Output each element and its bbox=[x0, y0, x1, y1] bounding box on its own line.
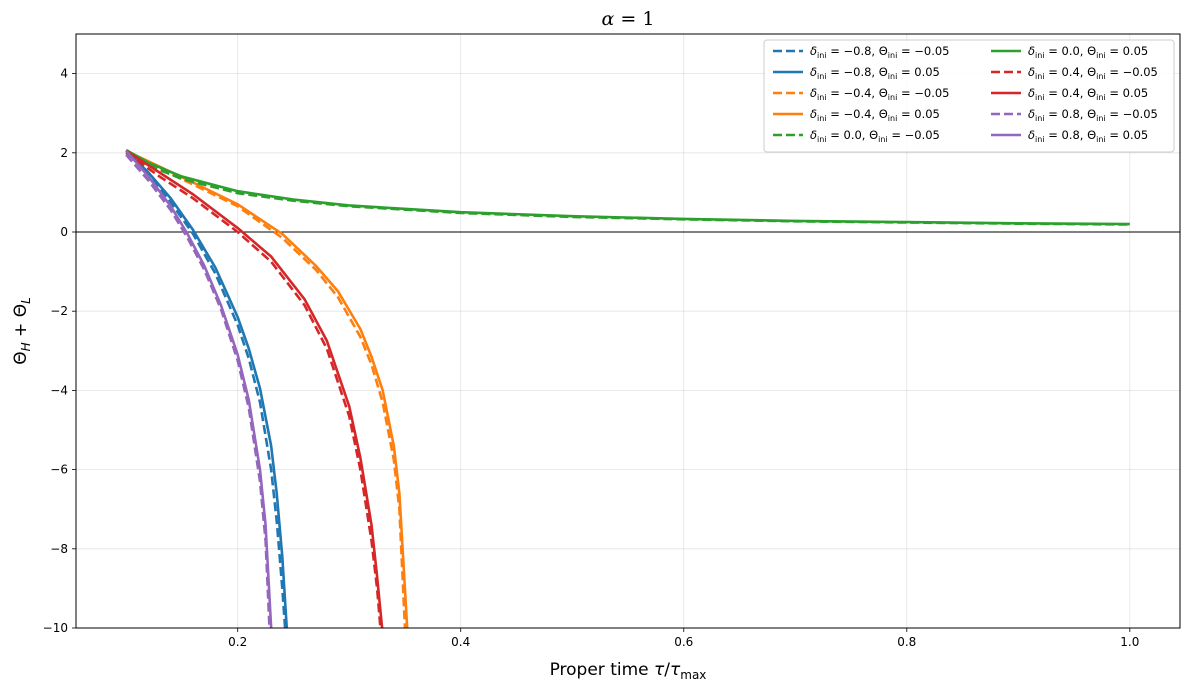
x-tick-label: 0.2 bbox=[228, 635, 247, 649]
series-line-10 bbox=[125, 149, 273, 628]
y-axis: −10 −8 −6 −4 −2 0 2 4 bbox=[43, 67, 76, 635]
series-line-7 bbox=[125, 151, 382, 628]
x-axis: 0.2 0.4 0.6 0.8 1.0 bbox=[228, 628, 1139, 649]
series-line-8 bbox=[125, 149, 384, 628]
y-tick-label: −6 bbox=[50, 463, 68, 477]
legend-label-4: δini = −0.4, Θini = 0.05 bbox=[810, 107, 940, 123]
y-tick-label: −8 bbox=[50, 542, 68, 556]
legend-label-3: δini = −0.4, Θini = −0.05 bbox=[810, 86, 950, 102]
series-line-3 bbox=[125, 149, 407, 628]
legend-label-8: δini = 0.4, Θini = 0.05 bbox=[1028, 86, 1148, 102]
y-tick-label: 2 bbox=[60, 146, 68, 160]
legend-label-10: δini = 0.8, Θini = 0.05 bbox=[1028, 128, 1148, 144]
x-axis-title: Proper time τ/τmax bbox=[550, 660, 707, 682]
y-tick-label: −4 bbox=[50, 383, 68, 397]
legend-label-9: δini = 0.8, Θini = −0.05 bbox=[1028, 107, 1158, 123]
x-tick-label: 1.0 bbox=[1120, 635, 1139, 649]
legend: δini = −0.8, Θini = −0.05 δini = −0.8, Θi… bbox=[763, 39, 1175, 153]
legend-box bbox=[763, 39, 1175, 153]
x-tick-label: 0.8 bbox=[897, 635, 916, 649]
series-layer bbox=[125, 148, 1130, 628]
y-tick-label: 4 bbox=[60, 67, 68, 81]
plot-frame bbox=[75, 33, 1181, 629]
legend-label-1: δini = −0.8, Θini = −0.05 bbox=[810, 44, 950, 60]
x-tick-label: 0.4 bbox=[451, 635, 470, 649]
legend-label-5: δini = 0.0, Θini = −0.05 bbox=[810, 128, 940, 144]
y-tick-label: −10 bbox=[43, 621, 68, 635]
y-tick-label: 0 bbox=[60, 225, 68, 239]
series-line-1 bbox=[125, 149, 287, 628]
legend-label-7: δini = 0.4, Θini = −0.05 bbox=[1028, 65, 1158, 81]
legend-label-6: δini = 0.0, Θini = 0.05 bbox=[1028, 44, 1148, 60]
series-line-6 bbox=[125, 148, 1130, 226]
series-line-2 bbox=[125, 149, 289, 628]
legend-label-2: δini = −0.8, Θini = 0.05 bbox=[810, 65, 940, 81]
y-axis-title: ΘH + ΘL bbox=[11, 297, 33, 365]
chart-title: α = 1 bbox=[602, 8, 655, 30]
x-tick-label: 0.6 bbox=[674, 635, 693, 649]
y-tick-label: −2 bbox=[50, 304, 68, 318]
